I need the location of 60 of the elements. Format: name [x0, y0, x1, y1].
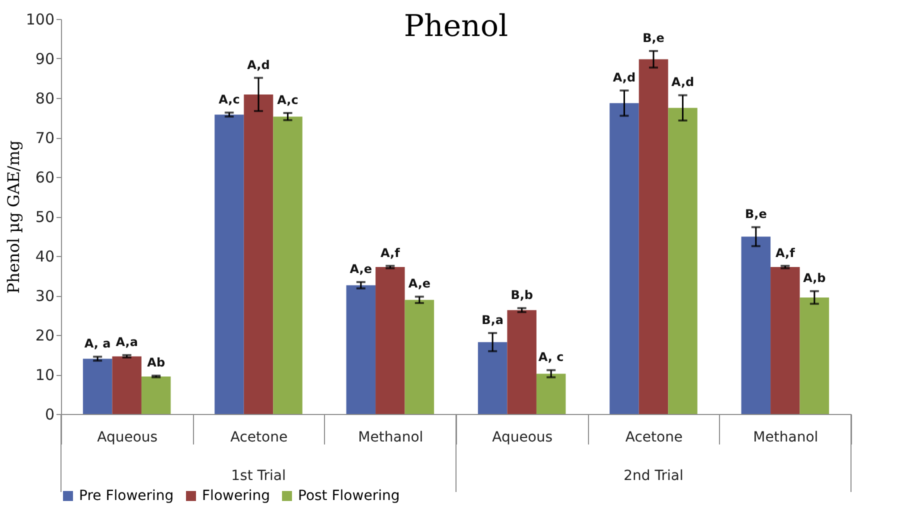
bar: [112, 356, 142, 414]
bar: [770, 267, 800, 414]
bar: [800, 297, 830, 414]
bar: [478, 342, 508, 414]
data-label: B,a: [482, 313, 504, 328]
bar: [638, 59, 668, 414]
bar: [507, 310, 536, 414]
x-tick-label: Acetone: [230, 430, 288, 446]
bar: [244, 94, 274, 414]
y-tick-label: 70: [35, 129, 54, 147]
x-tick-label: Methanol: [358, 430, 424, 446]
data-label: A,d: [612, 70, 636, 84]
text: 2nd Trial: [624, 468, 684, 484]
y-tick-label: 50: [35, 208, 54, 226]
y-tick-label: 90: [35, 50, 54, 68]
data-label: A,f: [776, 246, 796, 260]
data-label: B,b: [510, 288, 534, 302]
legend-label: Flowering: [202, 488, 270, 504]
y-tick-label: 60: [35, 168, 54, 186]
bar: [141, 376, 171, 414]
y-tick-label: 40: [35, 248, 54, 266]
y-tick-label: 100: [26, 10, 54, 28]
data-label: A,e: [408, 276, 431, 291]
bar: [82, 358, 112, 414]
chart-title: Phenol: [404, 9, 508, 44]
bar: [404, 300, 434, 414]
data-label: A,d: [247, 58, 270, 72]
data-label: A,f: [380, 246, 401, 260]
x-tick-label: Methanol: [753, 430, 818, 446]
bar: [668, 108, 698, 414]
data-label: A,c: [218, 92, 240, 107]
data-label: B,e: [744, 207, 767, 222]
data-label: A,b: [803, 271, 826, 286]
data-label: A, a: [84, 336, 111, 351]
bar: [214, 114, 244, 414]
y-tick-label: 10: [35, 366, 54, 384]
y-tick-label: 80: [35, 90, 54, 108]
data-label: B,e: [642, 30, 664, 45]
data-label: A, c: [538, 350, 564, 364]
x-tick-label: Acetone: [625, 430, 683, 446]
x-tick-label: Aqueous: [97, 430, 158, 446]
y-tick-label: 0: [44, 406, 54, 424]
bar: [741, 236, 771, 414]
bar: [273, 116, 302, 414]
data-label: A,d: [671, 75, 694, 90]
y-tick-label: 20: [35, 326, 54, 344]
bar: [346, 285, 376, 414]
y-axis-title: Phenol µg GAE/mg: [4, 140, 23, 294]
data-label: A,c: [277, 93, 298, 108]
text: 1st Trial: [231, 468, 286, 484]
legend-label: Pre Flowering: [79, 488, 174, 504]
data-label: Ab: [147, 356, 166, 370]
data-label: A,a: [116, 335, 138, 350]
data-label: A,e: [350, 262, 372, 276]
y-tick-label: 30: [35, 287, 54, 305]
legend-label: Post Flowering: [298, 488, 400, 504]
bar: [376, 267, 405, 414]
bar: [536, 374, 566, 414]
bar: [610, 103, 639, 414]
x-tick-label: Aqueous: [492, 430, 553, 446]
